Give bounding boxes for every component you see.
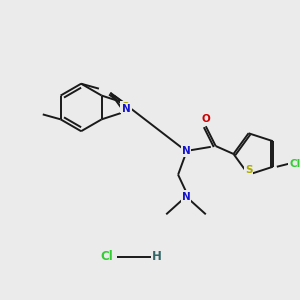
Text: N: N <box>122 104 130 114</box>
Text: H: H <box>152 250 161 263</box>
Text: O: O <box>201 114 210 124</box>
Text: N: N <box>182 146 190 156</box>
Text: N: N <box>182 191 190 202</box>
Text: Cl: Cl <box>100 250 113 263</box>
Text: S: S <box>122 102 129 112</box>
Text: Cl: Cl <box>289 159 300 169</box>
Text: S: S <box>245 165 252 175</box>
